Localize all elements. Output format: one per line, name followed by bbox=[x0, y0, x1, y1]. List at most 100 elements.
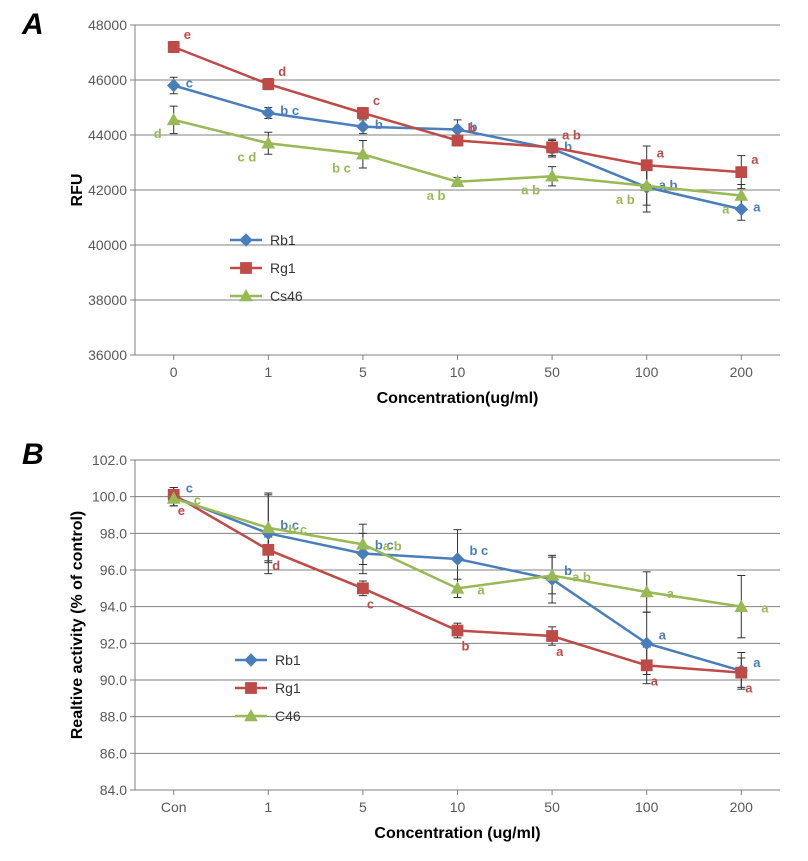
y-tick-label: 38000 bbox=[88, 292, 127, 308]
y-tick-label: 92.0 bbox=[100, 635, 127, 651]
series-marker bbox=[452, 135, 463, 146]
y-axis-title: RFU bbox=[69, 174, 86, 207]
x-tick-label: 100 bbox=[635, 799, 659, 815]
panel-a-label: A bbox=[22, 8, 44, 42]
x-tick-label: 1 bbox=[264, 364, 272, 380]
x-tick-label: 200 bbox=[730, 364, 754, 380]
significance-label: a bbox=[657, 145, 665, 160]
legend-label: Rg1 bbox=[270, 260, 296, 276]
series-marker bbox=[736, 667, 747, 678]
significance-label: a bbox=[722, 202, 730, 217]
y-tick-label: 42000 bbox=[88, 182, 127, 198]
x-tick-label: 50 bbox=[544, 799, 560, 815]
x-tick-label: 0 bbox=[170, 364, 178, 380]
significance-label: a bbox=[761, 601, 769, 616]
series-marker bbox=[168, 80, 180, 92]
legend-label: Rb1 bbox=[275, 652, 301, 668]
significance-label: d bbox=[154, 126, 162, 141]
y-tick-label: 88.0 bbox=[100, 709, 127, 725]
significance-label: a bbox=[667, 586, 675, 601]
panel-b-label: B bbox=[22, 438, 44, 472]
series-marker bbox=[452, 124, 464, 136]
x-axis-title: Concentration (ug/ml) bbox=[374, 825, 540, 842]
legend-marker bbox=[246, 683, 257, 694]
significance-label: a bbox=[651, 673, 659, 688]
series-marker bbox=[263, 79, 274, 90]
y-tick-label: 46000 bbox=[88, 72, 127, 88]
series-marker bbox=[358, 108, 369, 119]
y-tick-label: 40000 bbox=[88, 237, 127, 253]
x-tick-label: 5 bbox=[359, 799, 367, 815]
significance-label: c bbox=[186, 481, 193, 496]
y-axis-title: Realtive activity (% of control) bbox=[69, 511, 86, 740]
significance-label: b bbox=[462, 639, 470, 654]
x-tick-label: 5 bbox=[359, 364, 367, 380]
y-tick-label: 102.0 bbox=[92, 452, 127, 468]
series-marker bbox=[168, 114, 180, 125]
significance-label: e bbox=[184, 27, 191, 42]
significance-label: a b bbox=[659, 177, 678, 192]
legend-marker bbox=[241, 263, 252, 274]
series-marker bbox=[641, 160, 652, 171]
significance-label: e bbox=[178, 503, 185, 518]
significance-label: a b bbox=[562, 127, 581, 142]
significance-label: d bbox=[272, 558, 280, 573]
series-marker bbox=[358, 583, 369, 594]
series-marker bbox=[168, 42, 179, 53]
series-marker bbox=[452, 625, 463, 636]
series-marker bbox=[735, 203, 747, 215]
x-tick-label: 10 bbox=[450, 364, 466, 380]
series-marker bbox=[641, 660, 652, 671]
significance-label: b c bbox=[280, 103, 299, 118]
significance-label: c bbox=[186, 76, 193, 91]
significance-label: a bbox=[556, 644, 564, 659]
chart-b: 84.086.088.090.092.094.096.098.0100.0102… bbox=[60, 445, 800, 860]
y-tick-label: 94.0 bbox=[100, 599, 127, 615]
series-marker bbox=[736, 167, 747, 178]
significance-label: a bbox=[478, 582, 486, 597]
significance-label: b c bbox=[332, 160, 351, 175]
significance-label: c bbox=[367, 596, 374, 611]
significance-label: a b bbox=[572, 570, 591, 585]
x-axis-title: Concentration(ug/ml) bbox=[377, 390, 539, 407]
x-tick-label: 200 bbox=[730, 799, 754, 815]
series-marker bbox=[547, 631, 558, 642]
x-tick-label: Con bbox=[161, 799, 187, 815]
significance-label: a b bbox=[521, 182, 540, 197]
significance-label: b bbox=[468, 121, 476, 136]
significance-label: b c bbox=[288, 522, 307, 537]
significance-label: b bbox=[564, 563, 572, 578]
figure-page: { "panelA": { "label": "A", "type": "lin… bbox=[0, 0, 808, 861]
series-marker bbox=[357, 121, 369, 133]
legend-label: Cs46 bbox=[270, 288, 303, 304]
x-tick-label: 1 bbox=[264, 799, 272, 815]
series-marker bbox=[263, 544, 274, 555]
significance-label: a bbox=[751, 152, 759, 167]
significance-label: a bbox=[745, 681, 753, 696]
y-tick-label: 90.0 bbox=[100, 672, 127, 688]
significance-label: a bbox=[753, 199, 761, 214]
y-tick-label: 44000 bbox=[88, 127, 127, 143]
y-tick-label: 96.0 bbox=[100, 562, 127, 578]
legend-marker bbox=[245, 654, 257, 666]
series-marker bbox=[547, 142, 558, 153]
series-marker bbox=[262, 107, 274, 119]
significance-label: c bbox=[194, 493, 201, 508]
legend-label: C46 bbox=[275, 708, 301, 724]
significance-label: a b bbox=[616, 192, 635, 207]
legend-marker bbox=[240, 234, 252, 246]
significance-label: a b bbox=[427, 188, 446, 203]
y-tick-label: 86.0 bbox=[100, 745, 127, 761]
significance-label: c d bbox=[238, 149, 257, 164]
y-tick-label: 100.0 bbox=[92, 489, 127, 505]
significance-label: a bbox=[659, 627, 667, 642]
legend-label: Rg1 bbox=[275, 680, 301, 696]
x-tick-label: 100 bbox=[635, 364, 659, 380]
significance-label: b c bbox=[470, 543, 489, 558]
y-tick-label: 48000 bbox=[88, 17, 127, 33]
significance-label: c bbox=[373, 93, 380, 108]
y-tick-label: 84.0 bbox=[100, 782, 127, 798]
significance-label: a b bbox=[383, 538, 402, 553]
series-marker bbox=[452, 553, 464, 565]
chart-a: 3600038000400004200044000460004800001510… bbox=[60, 10, 800, 425]
